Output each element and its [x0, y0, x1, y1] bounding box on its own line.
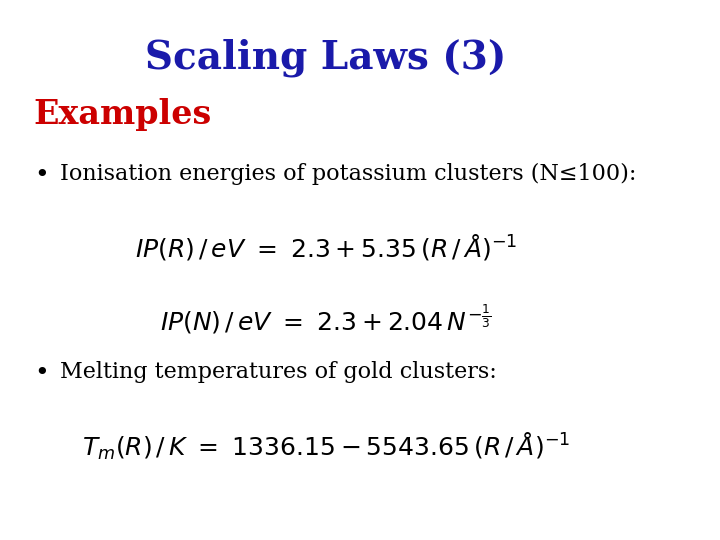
Text: Scaling Laws (3): Scaling Laws (3): [145, 39, 506, 78]
Text: $IP(R)\,/\, eV\ =\ 2.3 + 5.35\,(R\,/\,\AA)^{-1}$: $IP(R)\,/\, eV\ =\ 2.3 + 5.35\,(R\,/\,\A…: [135, 232, 517, 262]
Text: Melting temperatures of gold clusters:: Melting temperatures of gold clusters:: [60, 361, 497, 383]
Text: Ionisation energies of potassium clusters (N≤100):: Ionisation energies of potassium cluster…: [60, 163, 636, 185]
Text: •: •: [34, 361, 48, 386]
Text: $IP(N)\,/\, eV\ =\ 2.3 + 2.04\, N^{-\frac{1}{3}}$: $IP(N)\,/\, eV\ =\ 2.3 + 2.04\, N^{-\fra…: [160, 302, 492, 336]
Text: •: •: [34, 163, 48, 186]
Text: $T_m(R)\,/\, K\ =\ 1336.15 - 5543.65\,(R\,/\,\AA)^{-1}$: $T_m(R)\,/\, K\ =\ 1336.15 - 5543.65\,(R…: [81, 431, 570, 462]
Text: Examples: Examples: [34, 98, 212, 131]
